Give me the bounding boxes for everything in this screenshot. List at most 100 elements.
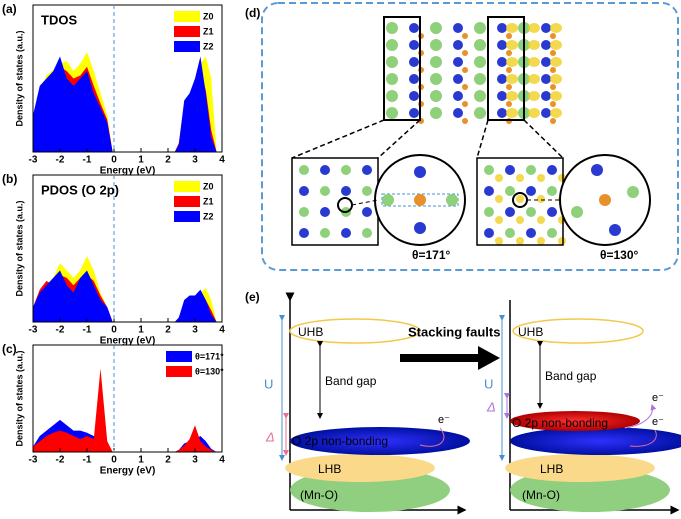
x-tick-label: 2 xyxy=(165,155,171,166)
x-tick-label: 2 xyxy=(165,325,171,336)
atom xyxy=(599,194,611,206)
charge-density xyxy=(550,40,562,50)
atom xyxy=(453,23,463,33)
charge-density xyxy=(506,23,518,33)
y-axis-label: Density of states (a.u.) xyxy=(14,30,24,126)
x-tick-label: 2 xyxy=(165,455,171,466)
energy-diagram: UHB Band gap O 2p non-bonding LHB (Mn-O)… xyxy=(264,292,681,515)
atom xyxy=(462,84,468,90)
atom xyxy=(453,91,463,101)
charge-density xyxy=(550,91,562,101)
atom xyxy=(430,56,442,68)
atom xyxy=(497,57,507,67)
label: e⁻ xyxy=(652,416,664,428)
x-tick-label: 0 xyxy=(111,325,117,336)
uhb-band xyxy=(289,318,421,344)
atom xyxy=(541,23,551,33)
atom xyxy=(541,91,551,101)
selection-box xyxy=(487,16,525,121)
x-tick-label: 4 xyxy=(219,325,225,336)
electron-path xyxy=(624,404,657,429)
lhb-band xyxy=(285,454,435,482)
atom xyxy=(341,186,351,196)
charge-density xyxy=(516,237,524,245)
atom xyxy=(506,67,512,73)
atom xyxy=(541,57,551,67)
charge-density xyxy=(495,216,503,224)
atom xyxy=(571,206,583,218)
x-tick-label: 0 xyxy=(111,455,117,466)
atom xyxy=(386,73,398,85)
atom xyxy=(474,73,486,85)
panel-frame xyxy=(261,2,679,271)
atom xyxy=(505,165,515,175)
o2p-band-shifted xyxy=(510,411,640,431)
charge-density xyxy=(537,174,545,182)
legend-swatch xyxy=(174,196,200,207)
atom xyxy=(386,107,398,119)
legend-swatch xyxy=(174,41,200,52)
atom xyxy=(497,91,507,101)
x-axis-label: Energy (eV) xyxy=(100,466,156,477)
x-tick-label: -1 xyxy=(83,455,92,466)
panel-label: (b) xyxy=(2,172,17,186)
panel-label: (e) xyxy=(245,290,260,304)
atom xyxy=(386,39,398,51)
atom xyxy=(453,74,463,84)
charge-density xyxy=(550,74,562,84)
lhb-band xyxy=(505,454,655,482)
legend-swatch xyxy=(174,181,200,192)
charge-density xyxy=(528,91,540,101)
label: (Mn-O) xyxy=(300,488,338,502)
atom xyxy=(550,118,556,124)
atom xyxy=(382,194,394,206)
atom xyxy=(474,39,486,51)
label: O 2p non-bonding xyxy=(292,434,388,448)
atom xyxy=(506,84,512,90)
big-arrow xyxy=(400,346,500,370)
atom xyxy=(386,56,398,68)
atom xyxy=(341,228,351,238)
atom xyxy=(453,40,463,50)
atom xyxy=(362,228,372,238)
atom xyxy=(550,101,556,107)
atom xyxy=(414,194,426,206)
x-tick-label: 1 xyxy=(138,325,144,336)
atom xyxy=(547,186,557,196)
legend-swatch xyxy=(166,351,192,362)
dos-charts: -3 -2 -1 0 1 2 3 4 Energy (eV) Density of states … xyxy=(14,4,225,477)
o2p-band xyxy=(290,427,470,455)
atom xyxy=(320,165,330,175)
atom xyxy=(526,165,536,175)
x-tick-label: -3 xyxy=(29,325,38,336)
plot-frame xyxy=(32,4,223,153)
legend-label: θ=130° xyxy=(195,366,224,376)
atom xyxy=(506,33,512,39)
charge-density xyxy=(528,108,540,118)
atom xyxy=(462,67,468,73)
atom xyxy=(386,90,398,102)
atom xyxy=(320,186,330,196)
label: LHB xyxy=(540,462,563,476)
legend-swatch xyxy=(174,211,200,222)
label: Stacking faults xyxy=(408,324,500,339)
atom xyxy=(526,186,536,196)
plot-frame xyxy=(32,174,223,323)
panel-label: (d) xyxy=(245,6,260,20)
zoom-line xyxy=(476,119,489,159)
atom xyxy=(362,186,372,196)
atom xyxy=(505,228,515,238)
zoom-line xyxy=(291,119,385,159)
atom xyxy=(414,222,426,234)
atom xyxy=(497,108,507,118)
legend-label: Z2 xyxy=(203,41,214,51)
atom xyxy=(462,50,468,56)
charge-density xyxy=(516,195,524,203)
dos-area xyxy=(33,56,217,153)
legend-swatch xyxy=(174,26,200,37)
legend-label: Z2 xyxy=(203,211,214,221)
atom xyxy=(547,207,557,217)
electron-path xyxy=(629,429,657,447)
x-tick-label: -1 xyxy=(83,325,92,336)
charge-density xyxy=(516,216,524,224)
